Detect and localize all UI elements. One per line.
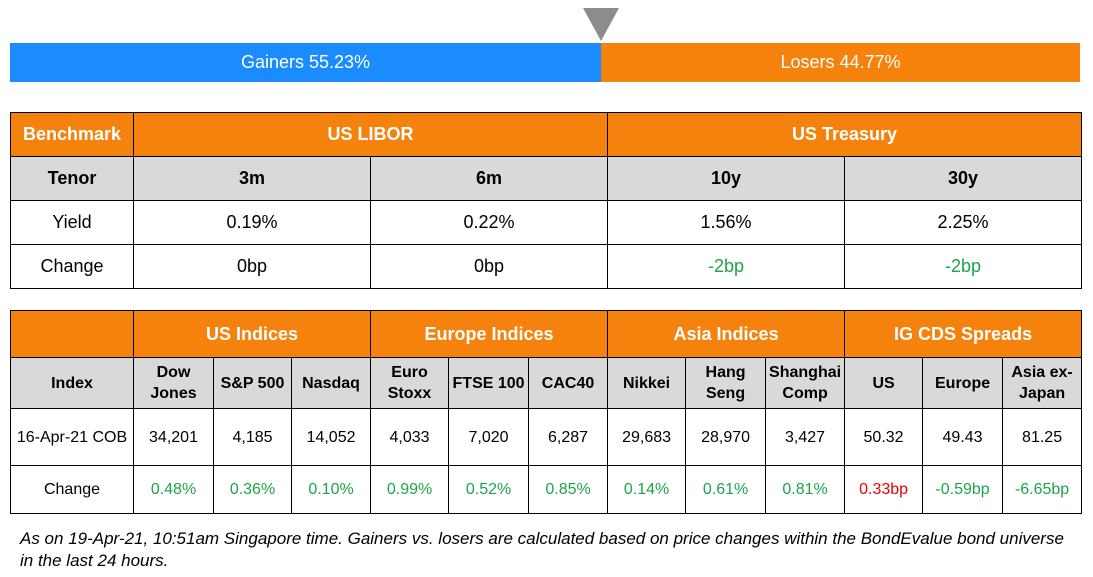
index-change-cell: 0.81% <box>765 465 846 514</box>
index-value-cell: 7,020 <box>448 408 530 466</box>
index-value-cell: 4,185 <box>213 408 292 466</box>
rates-header-row: Benchmark US LIBOR US Treasury <box>10 112 1083 157</box>
indices-corner-cell <box>10 310 134 358</box>
rate-change-cell: -2bp <box>844 244 1083 289</box>
index-change-label: Change <box>10 465 134 514</box>
index-change-cell: 0.99% <box>370 465 450 514</box>
index-column-header: S&P 500 <box>213 357 292 409</box>
rate-change-cell: -2bp <box>607 244 846 289</box>
us-treasury-header: US Treasury <box>607 112 1083 157</box>
index-change-row: Change 0.48% 0.36% 0.10% 0.99% 0.52% 0.8… <box>10 465 1083 514</box>
us-libor-header: US LIBOR <box>132 112 609 157</box>
gainers-label: Gainers 55.23% <box>240 52 371 72</box>
index-value-cell: 81.25 <box>1002 408 1083 466</box>
index-change-cell: -0.59bp <box>922 465 1004 514</box>
yield-cell: 0.19% <box>133 200 371 245</box>
index-column-header: CAC40 <box>528 357 609 409</box>
rate-change-cell: 0bp <box>133 244 371 289</box>
index-column-header: FTSE 100 <box>448 357 530 409</box>
index-value-cell: 14,052 <box>290 408 372 466</box>
index-change-cell: 0.48% <box>133 465 214 514</box>
index-column-header: Shanghai Comp <box>765 357 846 409</box>
index-column-header: Euro Stoxx <box>370 357 450 409</box>
index-value-row: 16-Apr-21 COB 34,201 4,185 14,052 4,033 … <box>10 408 1083 466</box>
index-header: Index <box>10 357 134 409</box>
index-change-cell: 0.61% <box>685 465 767 514</box>
losers-label: Losers 44.77% <box>780 52 901 72</box>
yield-cell: 1.56% <box>607 200 846 245</box>
tenor-header: Tenor <box>10 156 134 201</box>
index-value-cell: 6,287 <box>528 408 609 466</box>
triangle-down-icon <box>583 8 619 41</box>
index-change-cell: 0.10% <box>290 465 372 514</box>
index-value-cell: 4,033 <box>370 408 450 466</box>
index-column-header: Hang Seng <box>685 357 767 409</box>
yield-cell: 0.22% <box>369 200 609 245</box>
index-value-cell: 3,427 <box>765 408 846 466</box>
index-column-header: Asia ex- Japan <box>1002 357 1083 409</box>
losers-segment: Losers 44.77% <box>600 43 1080 82</box>
index-column-header: Nasdaq <box>290 357 372 409</box>
index-value-cell: 29,683 <box>607 408 687 466</box>
rates-table: Benchmark US LIBOR US Treasury Tenor 3m … <box>10 112 1083 289</box>
indices-group-row: US Indices Europe Indices Asia Indices I… <box>10 310 1083 358</box>
europe-indices-header: Europe Indices <box>370 310 609 358</box>
index-change-cell: 0.33bp <box>844 465 924 514</box>
index-change-cell: 0.52% <box>448 465 530 514</box>
tenor-cell: 30y <box>844 156 1083 201</box>
yield-cell: 2.25% <box>844 200 1083 245</box>
tenor-cell: 10y <box>607 156 846 201</box>
benchmark-header: Benchmark <box>10 112 134 157</box>
index-change-cell: 0.14% <box>607 465 687 514</box>
us-indices-header: US Indices <box>132 310 372 358</box>
index-change-cell: 0.85% <box>528 465 609 514</box>
index-change-cell: -6.65bp <box>1002 465 1083 514</box>
tenor-cell: 3m <box>133 156 371 201</box>
index-column-header: Nikkei <box>607 357 687 409</box>
index-column-header: Europe <box>922 357 1004 409</box>
gainers-segment: Gainers 55.23% <box>10 43 601 82</box>
index-column-header: Dow Jones <box>133 357 214 409</box>
rate-change-label: Change <box>10 244 134 289</box>
index-name-row: Index Dow Jones S&P 500 Nasdaq Euro Stoxx … <box>10 357 1083 409</box>
index-value-cell: 34,201 <box>133 408 214 466</box>
rate-change-row: Change 0bp 0bp -2bp -2bp <box>10 244 1083 289</box>
index-value-cell: 49.43 <box>922 408 1004 466</box>
tenor-row: Tenor 3m 6m 10y 30y <box>10 156 1083 201</box>
yield-label: Yield <box>10 200 134 245</box>
date-label: 16-Apr-21 COB <box>10 408 134 466</box>
indices-table: US Indices Europe Indices Asia Indices I… <box>10 310 1083 514</box>
gainers-losers-bar: Gainers 55.23% Losers 44.77% <box>10 43 1080 82</box>
tenor-cell: 6m <box>369 156 609 201</box>
yield-row: Yield 0.19% 0.22% 1.56% 2.25% <box>10 200 1083 245</box>
index-value-cell: 50.32 <box>844 408 924 466</box>
footnote: As on 19-Apr-21, 10:51am Singapore time.… <box>20 529 1064 570</box>
asia-indices-header: Asia Indices <box>607 310 846 358</box>
index-column-header: US <box>844 357 924 409</box>
rate-change-cell: 0bp <box>369 244 609 289</box>
index-value-cell: 28,970 <box>685 408 767 466</box>
ig-cds-spreads-header: IG CDS Spreads <box>844 310 1083 358</box>
index-change-cell: 0.36% <box>213 465 292 514</box>
